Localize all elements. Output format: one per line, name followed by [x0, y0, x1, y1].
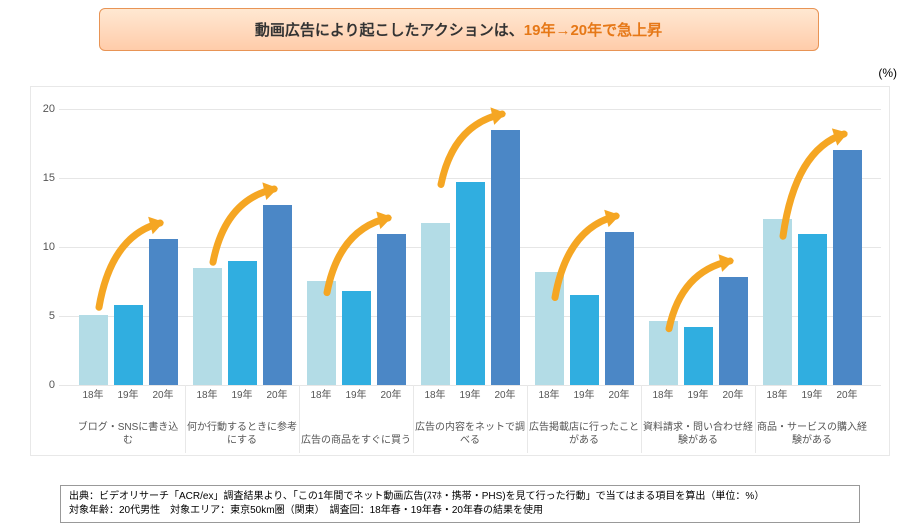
group-separator [413, 385, 414, 453]
xtick-year: 18年 [649, 386, 678, 401]
chart-plot: 0510152018年19年20年ブログ・SNSに書き込む18年19年20年何か… [59, 95, 881, 385]
bar [193, 268, 222, 385]
bar [719, 277, 748, 385]
xtick-year: 20年 [149, 386, 178, 401]
bar [570, 295, 599, 385]
group-separator [641, 385, 642, 453]
xtick-year: 18年 [763, 386, 792, 401]
xtick-year: 19年 [684, 386, 713, 401]
xtick-year: 19年 [570, 386, 599, 401]
bar [684, 327, 713, 385]
bar [763, 219, 792, 385]
bar [649, 321, 678, 385]
xtick-year: 18年 [193, 386, 222, 401]
ytick-label: 0 [35, 379, 55, 391]
category-label: 資料請求・問い合わせ経験がある [641, 422, 755, 447]
xtick-year: 20年 [605, 386, 634, 401]
bar [456, 182, 485, 385]
source-line-1: 出典：ビデオリサーチ「ACR/ex」調査結果より、「この1年間でネット動画広告(… [69, 490, 851, 504]
xtick-year: 19年 [798, 386, 827, 401]
ytick-label: 10 [35, 241, 55, 253]
bar [149, 239, 178, 385]
xtick-year: 19年 [342, 386, 371, 401]
xtick-year: 18年 [307, 386, 336, 401]
group-separator [299, 385, 300, 453]
bar [605, 232, 634, 385]
category-label: 広告掲載店に行ったことがある [527, 422, 641, 447]
bar [342, 291, 371, 385]
xtick-year: 19年 [228, 386, 257, 401]
xtick-year: 19年 [114, 386, 143, 401]
xtick-year: 20年 [263, 386, 292, 401]
bar [377, 234, 406, 385]
title-banner: 動画広告により起こしたアクションは、19年→20年で急上昇 [99, 8, 819, 51]
bar [307, 281, 336, 385]
bar [228, 261, 257, 385]
group-separator [527, 385, 528, 453]
xtick-year: 19年 [456, 386, 485, 401]
xtick-year: 18年 [535, 386, 564, 401]
category-label: 何か行動するときに参考にする [185, 422, 299, 447]
gridline [59, 109, 881, 110]
xtick-year: 20年 [719, 386, 748, 401]
xtick-year: 20年 [491, 386, 520, 401]
source-line-2: 対象年齢：20代男性 対象エリア：東京50km圏（関東） 調査回：18年春・19… [69, 504, 851, 518]
category-label: 広告の内容をネットで調べる [413, 422, 527, 447]
bar [421, 223, 450, 385]
xtick-year: 18年 [421, 386, 450, 401]
unit-label: (%) [878, 66, 897, 80]
source-box: 出典：ビデオリサーチ「ACR/ex」調査結果より、「この1年間でネット動画広告(… [60, 485, 860, 523]
ytick-label: 15 [35, 172, 55, 184]
bar [79, 315, 108, 385]
group-separator [755, 385, 756, 453]
bar [833, 150, 862, 385]
title-text-main: 動画広告により起こしたアクションは、 [255, 22, 524, 39]
chart-area: 0 5 10 15 20 18年 19年 20年ブログ・SNSに書き込む 18年 19年 20年何か… [30, 86, 890, 456]
title-text-emphasis: 19年→20年で急上昇 [524, 22, 662, 39]
gridline [59, 178, 881, 179]
bar [114, 305, 143, 385]
category-label: 広告の商品をすぐに買う [299, 435, 413, 448]
xtick-year: 20年 [833, 386, 862, 401]
ytick-label: 20 [35, 103, 55, 115]
bar [798, 234, 827, 385]
category-label: 商品・サービスの購入経験がある [755, 422, 869, 447]
xtick-year: 18年 [79, 386, 108, 401]
group-separator [185, 385, 186, 453]
ytick-label: 5 [35, 310, 55, 322]
category-label: ブログ・SNSに書き込む [71, 422, 185, 447]
bar [491, 130, 520, 385]
bar [535, 272, 564, 385]
xtick-year: 20年 [377, 386, 406, 401]
bar [263, 205, 292, 385]
